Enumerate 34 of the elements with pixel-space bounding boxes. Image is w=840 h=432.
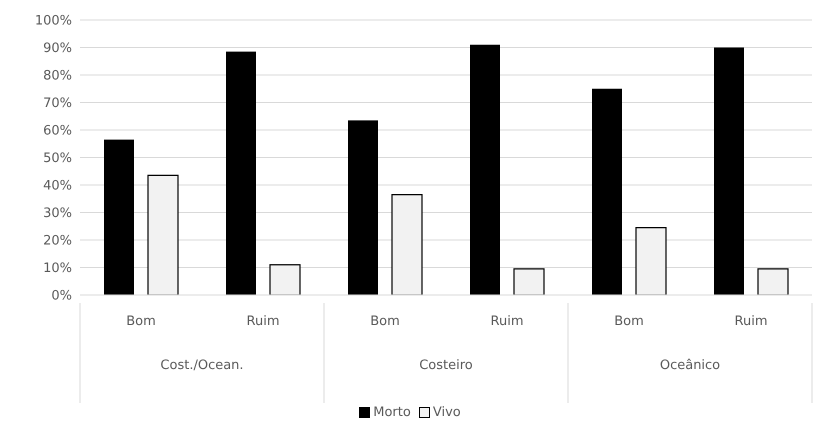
bar xyxy=(269,264,301,295)
bar xyxy=(391,194,423,295)
y-tick-label: 40% xyxy=(43,178,72,194)
text: Costeiro xyxy=(419,358,473,373)
x-tick-label: Bom xyxy=(370,314,400,329)
text: Oceânico xyxy=(660,358,720,373)
bar xyxy=(635,227,667,295)
x-tick-label: Bom xyxy=(614,314,644,329)
y-tick-label: 70% xyxy=(43,96,72,112)
bar xyxy=(470,44,500,295)
legend-label: Morto xyxy=(372,405,411,420)
y-tick-label: 90% xyxy=(43,41,72,56)
bar xyxy=(757,268,789,295)
bar xyxy=(513,268,545,295)
bar xyxy=(592,88,622,295)
legend-label: Vivo xyxy=(432,405,461,420)
x-tick-label: Bom xyxy=(126,314,156,329)
y-tick-label: 100% xyxy=(34,14,72,29)
x-tick-label: Ruim xyxy=(490,314,524,329)
bar xyxy=(104,140,134,295)
y-tick-label: 60% xyxy=(43,124,72,139)
bar xyxy=(226,52,256,295)
y-tick-label: 10% xyxy=(43,261,72,276)
y-tick-label: 0% xyxy=(51,288,72,304)
x-tick-label: Ruim xyxy=(246,314,280,329)
y-tick-label: 50% xyxy=(43,151,72,166)
y-tick-label: 20% xyxy=(43,234,72,249)
text: Cost./Ocean. xyxy=(160,358,244,373)
bar xyxy=(348,120,378,295)
x-tick-label: Ruim xyxy=(734,314,768,329)
bar xyxy=(147,174,179,295)
bar xyxy=(714,48,744,295)
y-tick-label: 30% xyxy=(43,206,72,222)
y-tick-label: 80% xyxy=(43,68,72,84)
